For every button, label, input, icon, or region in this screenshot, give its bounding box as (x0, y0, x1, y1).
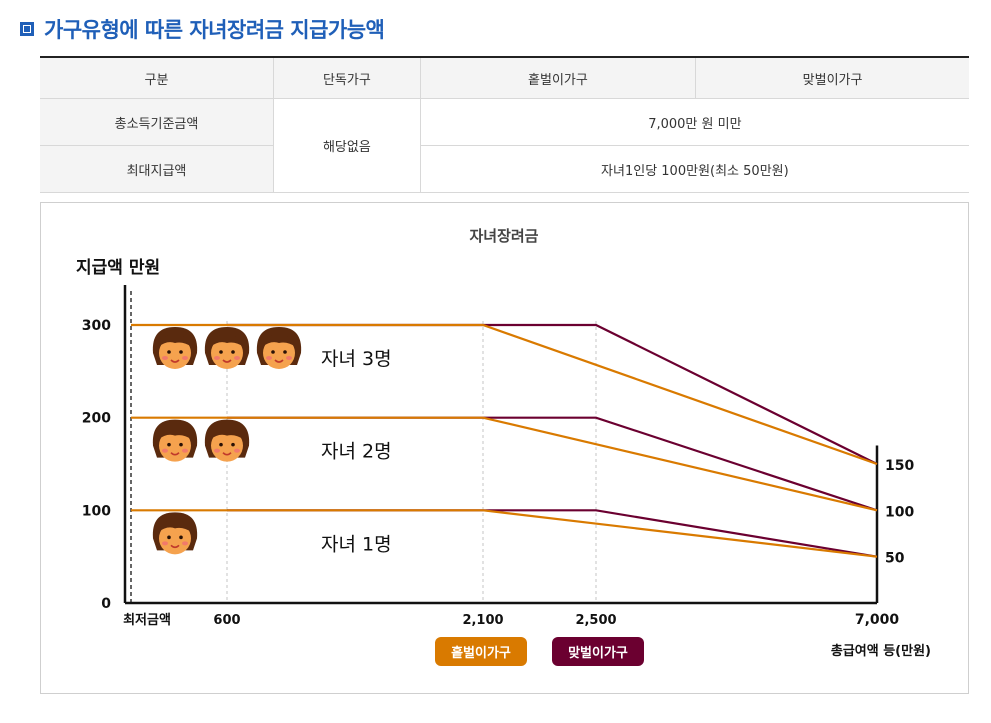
child-faces (152, 327, 302, 555)
single-household-value: 해당없음 (273, 98, 421, 193)
table-row: 총소득기준금액 해당없음 7,000만 원 미만 (40, 98, 969, 193)
section-title-text: 가구유형에 따른 자녀장려금 지급가능액 (44, 18, 385, 42)
child-face-icon (204, 327, 250, 369)
y-tick-label: 200 (82, 411, 111, 427)
section-title: 가구유형에 따른 자녀장려금 지급가능액 (20, 14, 385, 44)
table-row: 최대지급액 자녀1인당 100만원(최소 50만원) (40, 145, 969, 193)
x-tick-label: 2,500 (575, 613, 616, 628)
legend-swatch-맞벌이가구 (552, 637, 644, 666)
axes (123, 285, 879, 605)
chart-svg: 자녀장려금 지급액 만원 총급여액 등(만원) 0 100 200 300 최저금액 60… (76, 227, 931, 666)
x-tick-label: 600 (213, 613, 240, 628)
header-single: 단독가구 (273, 56, 421, 99)
legend: 홑벌이가구 맞벌이가구 (435, 637, 644, 666)
y-tick-label: 300 (82, 318, 111, 334)
y-tick-label: 100 (82, 503, 111, 519)
table-header-row: 구분 단독가구 홑벌이가구 맞벌이가구 (40, 56, 969, 99)
right-tick-label: 100 (885, 504, 914, 520)
tick-labels: 0 100 200 300 최저금액 600 2,100 2,500 7,000 150 100 50 (82, 318, 915, 628)
legend-swatch-홑벌이가구 (435, 637, 527, 666)
gridlines (130, 291, 597, 603)
legend-label-맞벌이가구: 맞벌이가구 (568, 645, 628, 661)
header-single-earner: 홑벌이가구 (420, 56, 697, 99)
x-tick-label: 2,100 (462, 613, 503, 628)
child-face-icon (204, 419, 250, 462)
series-line-홑벌이가구 (131, 509, 878, 558)
annotation-children-1: 자녀 1명 (321, 533, 392, 555)
chart-title: 자녀장려금 (469, 227, 538, 245)
legend-label-홑벌이가구: 홑벌이가구 (451, 645, 511, 661)
row-label-max: 최대지급액 (40, 145, 274, 193)
x-tick-label: 7,000 (855, 612, 900, 628)
income-threshold-value: 7,000만 원 미만 (420, 98, 969, 146)
series-line-홑벌이가구 (131, 416, 878, 512)
child-face-icon (152, 512, 198, 555)
chart-container: 자녀장려금 지급액 만원 총급여액 등(만원) 0 100 200 300 최저금액 60… (40, 202, 969, 694)
eligibility-table: 구분 단독가구 홑벌이가구 맞벌이가구 총소득기준금액 해당없음 7,000만 … (40, 56, 969, 193)
series-lines (131, 323, 878, 558)
y-axis-label: 지급액 만원 (76, 258, 160, 278)
annotation-children-2: 자녀 2명 (321, 441, 392, 463)
x-tick-label: 최저금액 (123, 613, 171, 628)
child-face-icon (256, 327, 302, 369)
child-face-icon (152, 419, 198, 462)
row-label-income: 총소득기준금액 (40, 98, 274, 146)
square-bullet-icon (20, 22, 34, 36)
x-axis-label: 총급여액 등(만원) (831, 643, 931, 659)
header-dual-earner: 맞벌이가구 (695, 56, 969, 99)
max-amount-value: 자녀1인당 100만원(최소 50만원) (420, 145, 969, 193)
series-line-홑벌이가구 (131, 323, 878, 466)
y-tick-label: 0 (101, 596, 111, 612)
child-face-icon (152, 327, 198, 369)
annotation-children-3: 자녀 3명 (321, 348, 392, 370)
right-tick-label: 150 (885, 458, 914, 474)
right-tick-label: 50 (885, 551, 905, 567)
series-line-맞벌이가구 (227, 416, 878, 512)
header-category: 구분 (40, 56, 274, 99)
